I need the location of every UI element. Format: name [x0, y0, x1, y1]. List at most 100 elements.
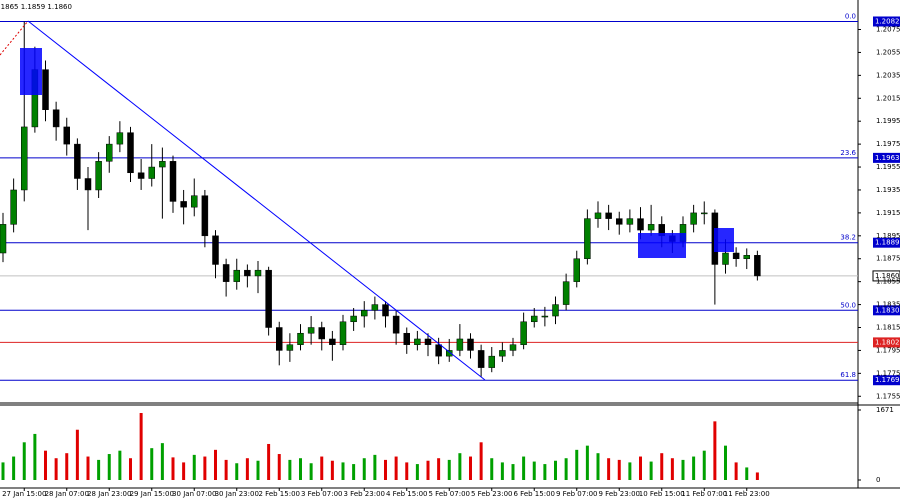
volume-tick-label: 0	[876, 476, 880, 484]
price-box	[873, 337, 900, 348]
candle-body	[361, 310, 368, 317]
candle-body	[95, 161, 102, 191]
candle-body	[392, 315, 400, 334]
candle-body	[690, 212, 697, 225]
fib-label: 23.6	[840, 149, 856, 157]
candle-body	[74, 143, 81, 179]
x-tick-label: 5 Feb 23:00	[471, 490, 512, 498]
y-tick-label: 1.2075	[876, 26, 900, 34]
candle-body	[626, 218, 634, 225]
level-price-label: 1.1860	[875, 272, 900, 280]
x-tick-label: 6 Feb 15:00	[514, 490, 555, 498]
candle-body	[541, 315, 549, 318]
candle-body	[63, 126, 70, 145]
fib-label: 0.0	[845, 12, 856, 20]
x-tick-label: 28 Jan 07:00	[45, 490, 89, 498]
candle-body	[10, 189, 17, 225]
y-tick-label: 1.1995	[876, 117, 900, 125]
candles	[0, 21, 761, 480]
candle-body	[297, 332, 304, 345]
candle-body	[148, 166, 155, 179]
price-box	[873, 375, 900, 386]
candle-body	[233, 269, 240, 282]
candle-body	[159, 161, 166, 168]
candle-body	[754, 255, 761, 277]
y-tick-label: 1.1935	[876, 186, 900, 194]
x-tick-label: 11 Feb 07:00	[681, 490, 727, 498]
x-tick-label: 4 Feb 15:00	[386, 490, 427, 498]
candle-body	[403, 332, 410, 345]
candle-body	[265, 269, 272, 328]
candle-body	[647, 224, 655, 231]
candle-body	[106, 143, 113, 162]
candle-body	[456, 338, 464, 351]
candle-body	[477, 350, 485, 368]
highlight-box	[20, 48, 42, 95]
price-box	[873, 305, 900, 316]
candle-body	[180, 201, 187, 208]
candle-body	[286, 344, 294, 351]
y-tick-label: 1.1915	[876, 209, 900, 217]
level-price-label: 1.2082	[875, 17, 900, 25]
price-box	[873, 237, 900, 248]
y-tick-label: 1.1955	[876, 163, 900, 171]
x-tick-label: 27 Jan 15:00	[2, 490, 46, 498]
y-tick-label: 1.1775	[876, 369, 900, 377]
y-tick-label: 1.2015	[876, 94, 900, 102]
candle-body	[520, 321, 527, 345]
candle-body	[584, 218, 591, 259]
candle-body	[222, 264, 230, 282]
candle-body	[254, 269, 262, 277]
candle-body	[499, 350, 506, 357]
candle-body	[594, 212, 602, 219]
candle-body	[307, 327, 315, 334]
candle-body	[573, 258, 580, 282]
candle-body	[435, 344, 442, 357]
level-price-label: 1.1802	[875, 338, 900, 346]
x-tick-label: 30 Jan 07:00	[172, 490, 216, 498]
candle-body	[509, 344, 517, 351]
y-tick-label: 1.1875	[876, 255, 900, 263]
candle-body	[382, 304, 389, 317]
y-tick-label: 1.2035	[876, 71, 900, 79]
fib-label: 61.8	[840, 371, 856, 379]
x-tick-label: 9 Feb 07:00	[556, 490, 597, 498]
candle-body	[116, 132, 124, 145]
candle-body	[21, 126, 28, 191]
candle-body	[371, 304, 379, 311]
candle-body	[722, 252, 729, 265]
x-tick-label: 29 Jan 15:00	[130, 490, 174, 498]
candle-body	[467, 338, 474, 351]
candle-body	[446, 350, 453, 357]
price-box	[873, 152, 900, 163]
candle-body	[743, 255, 750, 259]
candle-body	[0, 224, 7, 254]
candle-body	[201, 195, 209, 237]
candle-body	[52, 109, 60, 128]
candle-body	[637, 218, 644, 231]
x-tick-label: 2 Feb 15:00	[259, 490, 300, 498]
candle-body	[562, 281, 570, 305]
candle-body	[244, 269, 251, 277]
candle-body	[701, 212, 708, 215]
highlight-box	[714, 228, 734, 252]
x-tick-label: 3 Feb 23:00	[344, 490, 385, 498]
x-tick-label: 5 Feb 07:00	[429, 490, 470, 498]
price-box	[872, 270, 900, 282]
x-tick-label: 28 Jan 23:00	[87, 490, 131, 498]
fib-base-line	[0, 20, 29, 56]
candle-body	[276, 327, 283, 351]
x-tick-label: 9 Feb 23:00	[599, 490, 640, 498]
candle-body	[329, 338, 336, 345]
candle-body	[191, 195, 198, 208]
y-tick-label: 1.2055	[876, 48, 900, 56]
x-tick-label: 3 Feb 07:00	[301, 490, 342, 498]
candle-body	[318, 327, 325, 340]
y-tick-label: 1.1755	[876, 392, 900, 400]
level-price-label: 1.1830	[875, 306, 900, 314]
y-tick-label: 1.1835	[876, 301, 900, 309]
header-prices: 1.1865 1.1859 1.1860	[0, 3, 72, 11]
candle-body	[531, 315, 538, 323]
candle-body	[732, 252, 740, 259]
